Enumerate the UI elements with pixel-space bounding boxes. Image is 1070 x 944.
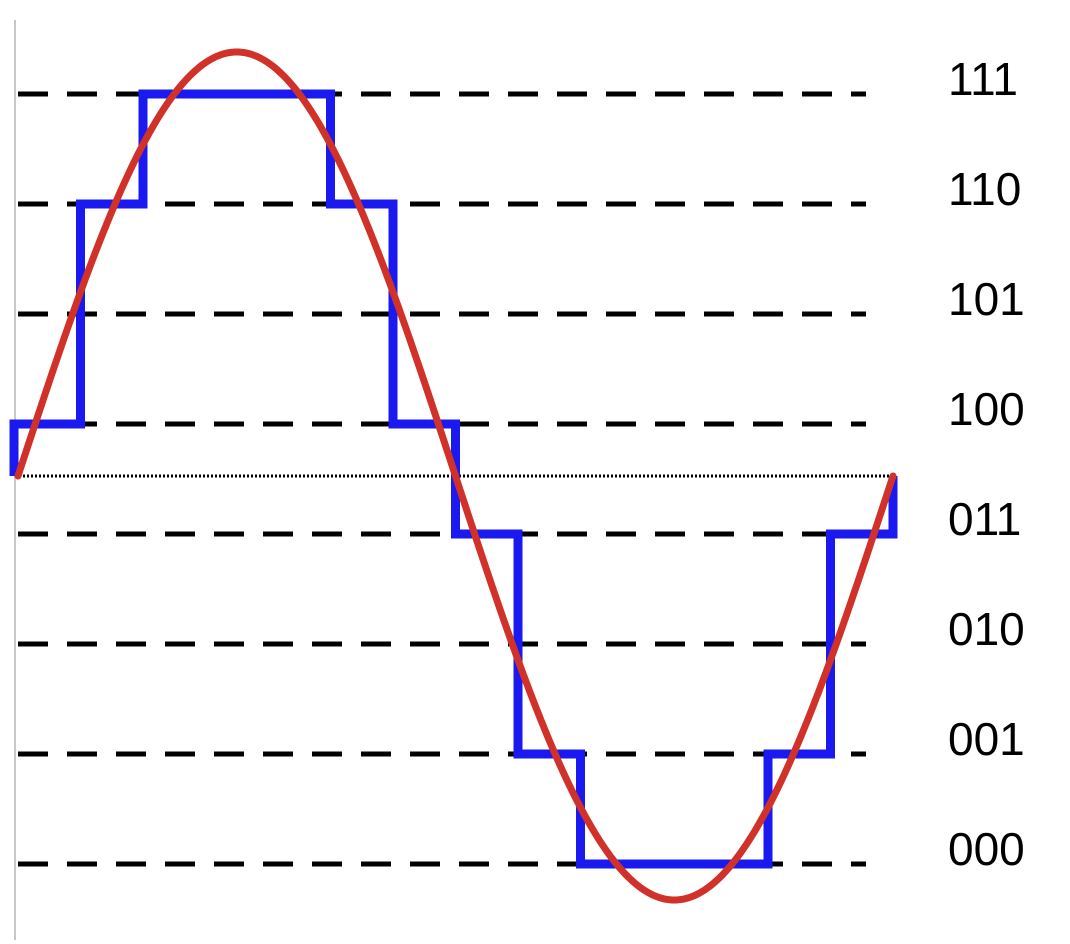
level-label-100: 100 <box>948 383 1025 435</box>
level-label-001: 001 <box>948 713 1025 765</box>
level-label-011: 011 <box>948 493 1021 545</box>
quantization-level-lines <box>18 91 866 867</box>
level-code-labels: 000 001 010 011 100 101 110 111 <box>948 53 1025 875</box>
level-label-110: 110 <box>948 163 1021 215</box>
analog-sine-signal <box>14 48 897 904</box>
level-label-101: 101 <box>948 273 1025 325</box>
level-label-010: 010 <box>948 603 1025 655</box>
level-label-000: 000 <box>948 823 1025 875</box>
level-label-111: 111 <box>948 53 1018 105</box>
